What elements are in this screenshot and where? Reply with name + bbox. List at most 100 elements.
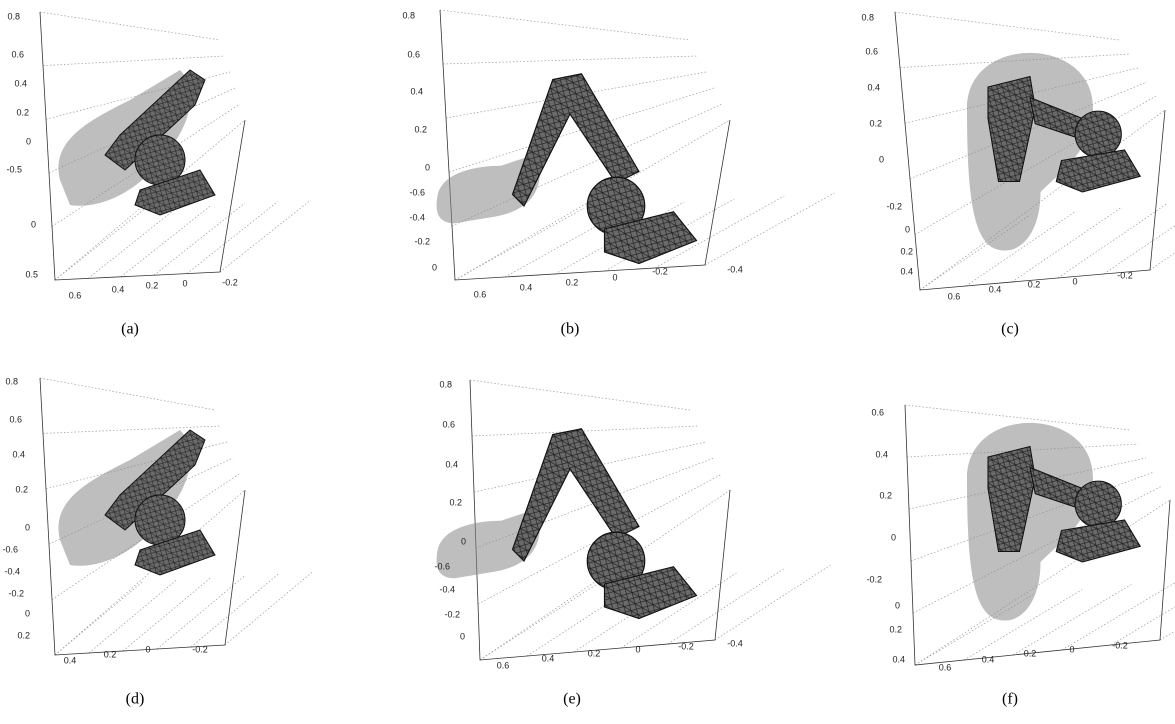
z-tick-label: 0 [25, 522, 30, 532]
panel: 0.8 0.6 0.4 0.2 0 -0.6 -0.4 -0.2 0 0.6 0.4 0.2 0 -0.2… [434, 379, 831, 708]
axis-line [39, 377, 246, 656]
caption: (d) [126, 691, 145, 708]
x-tick-label: 0 [1069, 644, 1074, 654]
robot [967, 422, 1142, 621]
z-tick-label: 0.2 [414, 124, 427, 134]
grid-line [714, 564, 831, 641]
x-tick-label: 0 [182, 278, 187, 288]
x-tick-label: 0.2 [146, 280, 159, 290]
grid-line [54, 581, 144, 656]
caption: (c) [1001, 321, 1019, 338]
grid [894, 11, 1175, 291]
axis-line [469, 379, 731, 661]
grid-line [156, 575, 246, 650]
x-tick-label: 0.4 [989, 284, 1002, 294]
grid-line [1110, 606, 1175, 646]
x-tick-label: 0.2 [1024, 648, 1037, 658]
robot-base [134, 529, 216, 576]
z-tick-label: 0.4 [410, 86, 423, 96]
grid-line [1149, 252, 1175, 271]
grid-line [448, 87, 715, 173]
x-tick-label: -0.2 [652, 266, 668, 276]
robot-arm [987, 75, 1036, 183]
caption: (a) [121, 321, 139, 338]
grid-line [667, 568, 784, 645]
x-tick-label: 0.4 [112, 284, 125, 294]
x-tick-label: 0.2 [104, 649, 117, 659]
z-tick-label: 0.6 [442, 419, 455, 429]
x-tick-label: 0.2 [566, 277, 579, 287]
z-tick-label: 0.4 [867, 82, 880, 92]
robot-arm [511, 73, 640, 207]
grid-line [120, 204, 212, 278]
grid-line [479, 584, 596, 661]
z-tick-label: 0 [461, 536, 466, 546]
grid-line [1057, 202, 1169, 279]
z-tick-label: 0.2 [879, 490, 892, 500]
grid-line [224, 571, 314, 646]
x-tick-label: 0 [1072, 276, 1077, 286]
x-tick-label: 0.6 [474, 289, 487, 299]
grid [39, 377, 314, 656]
caption: (e) [563, 691, 581, 708]
z-tick-label: 0.2 [16, 107, 29, 117]
robot-base [603, 211, 698, 265]
grid-line [153, 202, 245, 276]
grid-line [477, 473, 723, 605]
z-tick-label: 0.2 [17, 630, 30, 640]
grid-line [439, 9, 691, 41]
robot-base [603, 566, 698, 620]
z-tick-label: -0.6 [434, 561, 450, 571]
z-tick-label: 0 [25, 608, 30, 618]
grid-line [919, 214, 1031, 291]
z-tick-label: 0.6 [871, 407, 884, 417]
grid-line [704, 192, 835, 266]
z-tick-label: 0.2 [889, 624, 902, 634]
workspace-envelope [436, 154, 540, 224]
grid-line [122, 577, 212, 652]
z-tick-label: 0.2 [900, 246, 913, 256]
robot-joint [1074, 110, 1122, 158]
robot [436, 73, 698, 265]
x-tick-label: 0.4 [520, 282, 533, 292]
z-tick-label: -0.4 [409, 212, 425, 222]
grid-line [42, 55, 226, 66]
grid-line [88, 579, 178, 654]
grid-line [454, 119, 731, 281]
x-tick-label: 0.6 [948, 291, 961, 301]
z-tick-label: 0 [26, 136, 31, 146]
robot [58, 429, 216, 576]
grid-line [471, 425, 699, 437]
z-tick-label: 0 [905, 224, 910, 234]
z-tick-label: 0.5 [25, 269, 38, 279]
panel: 0.6 0.4 0.2 0 -0.2 0 0.2 0.4 0.6 0.4 0.2 0 -0.2 (f) [866, 404, 1175, 708]
panel: 0.8 0.6 0.4 0.2 0 -0.6 -0.4 -0.2 0 0.6 0.4 0.2 0 -0.2… [402, 9, 835, 338]
grid-line [219, 199, 311, 273]
z-tick-label: 0 [31, 219, 36, 229]
panel: 0.8 0.6 0.4 0.2 0 -0.2 0 0.2 0.4 0.6 0.4 0.2 0 -0.2 (c… [861, 11, 1175, 338]
x-tick-label: 0.6 [939, 662, 952, 672]
z-tick-label: 0.8 [5, 376, 18, 386]
z-tick-label: 0.4 [900, 266, 913, 276]
x-tick-label: 0.6 [497, 660, 510, 670]
caption: (f) [1002, 691, 1018, 708]
z-tick-label: 0.8 [7, 11, 20, 21]
grid-line [190, 573, 280, 648]
z-tick-label: 0.6 [865, 46, 878, 56]
x-tick-label: 0.2 [1028, 279, 1041, 289]
z-tick-label: -0.2 [414, 236, 430, 246]
z-tick-label: 0.6 [11, 49, 24, 59]
z-tick-label: 0.2 [869, 118, 882, 128]
grid-line [904, 404, 1131, 431]
z-tick-label: 0 [425, 162, 430, 172]
robot-arm [987, 445, 1036, 553]
caption: (b) [561, 321, 580, 338]
z-tick-label: 0 [432, 262, 437, 272]
grid-line [54, 207, 146, 281]
grid-line [909, 81, 1148, 180]
x-tick-label: -0.4 [727, 264, 743, 274]
z-tick-label: 0.2 [15, 484, 28, 494]
robot-base [134, 169, 216, 216]
grid [439, 9, 835, 281]
